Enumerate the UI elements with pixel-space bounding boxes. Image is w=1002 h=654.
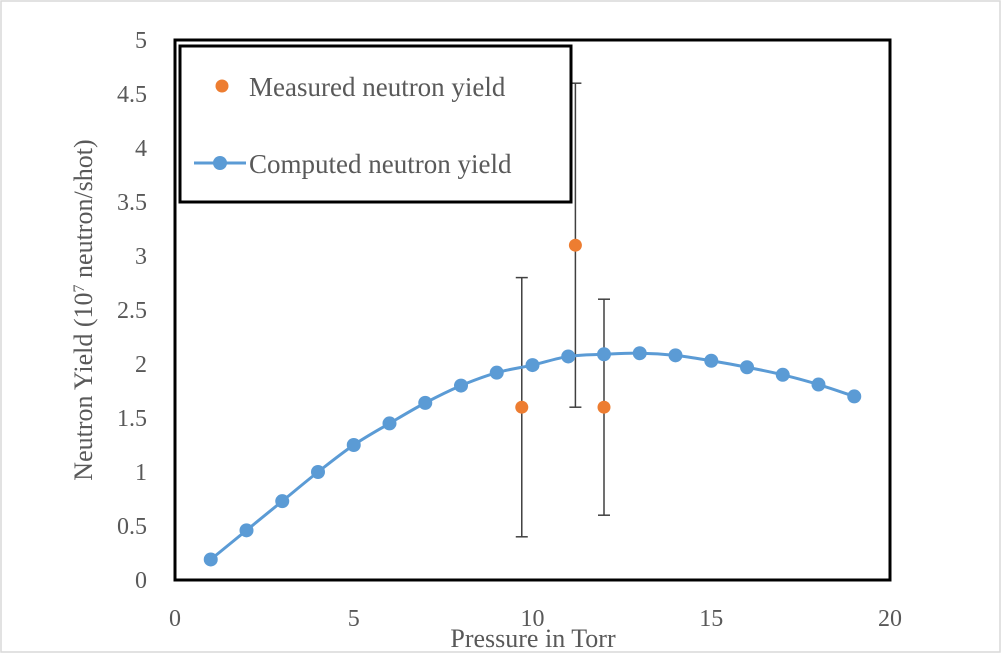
y-tick-label: 4 xyxy=(135,136,147,162)
y-axis-title: Neutron Yield (107 neutron/shot) xyxy=(69,139,98,480)
y-tick-label: 1.5 xyxy=(117,406,147,432)
computed-point xyxy=(740,360,754,375)
x-axis-ticks: 0 5 10 15 20 xyxy=(169,606,902,632)
y-tick-label: 2 xyxy=(135,352,147,378)
y-axis-title-rest: neutron/shot) xyxy=(69,139,98,284)
legend-marker-measured xyxy=(215,79,229,93)
legend-label-computed: Computed neutron yield xyxy=(249,149,512,179)
y-tick-label: 4.5 xyxy=(117,82,147,108)
legend-marker-computed xyxy=(213,156,227,170)
computed-point xyxy=(632,346,647,361)
computed-neutron-yield-points xyxy=(203,346,862,567)
computed-point xyxy=(454,378,468,393)
computed-point xyxy=(489,365,504,380)
y-tick-label: 3 xyxy=(135,244,147,270)
x-tick-label: 15 xyxy=(699,606,723,632)
computed-point xyxy=(346,438,361,452)
computed-point xyxy=(311,465,325,479)
computed-point xyxy=(203,552,218,567)
legend-label-measured: Measured neutron yield xyxy=(249,72,506,102)
measured-point xyxy=(597,400,611,414)
computed-point xyxy=(382,416,397,431)
measured-point xyxy=(568,238,582,252)
computed-point xyxy=(239,523,254,538)
y-axis-ticks: 0 0.5 1 1.5 2 2.5 3 3.5 4 4.5 5 xyxy=(117,28,147,594)
y-tick-label: 5 xyxy=(135,28,147,54)
computed-point xyxy=(668,348,683,363)
measured-point xyxy=(515,400,529,414)
computed-point xyxy=(418,395,433,410)
x-axis-title: Pressure in Torr xyxy=(450,624,616,653)
x-tick-label: 10 xyxy=(521,606,545,632)
y-tick-label: 1 xyxy=(135,460,147,486)
computed-point xyxy=(847,389,862,404)
y-tick-label: 2.5 xyxy=(117,298,147,324)
plot-area-frame xyxy=(173,38,892,582)
legend-box xyxy=(178,44,573,204)
y-axis-title-exponent: 7 xyxy=(71,284,88,292)
computed-point xyxy=(561,349,576,364)
measured-neutron-yield-points xyxy=(515,238,611,414)
legend: Measured neutron yield Computed neutron … xyxy=(178,44,573,204)
computed-point xyxy=(525,358,540,373)
x-tick-label: 0 xyxy=(169,606,181,632)
x-tick-label: 5 xyxy=(348,606,360,632)
computed-point xyxy=(704,353,719,368)
computed-point xyxy=(811,377,826,392)
y-tick-label: 0 xyxy=(135,568,147,594)
y-tick-label: 0.5 xyxy=(117,514,147,540)
computed-point xyxy=(775,367,790,382)
y-axis-title-main: Neutron Yield (10 xyxy=(69,292,98,480)
computed-point xyxy=(597,347,611,362)
computed-point xyxy=(275,494,290,509)
y-tick-label: 3.5 xyxy=(117,190,147,216)
x-tick-label: 20 xyxy=(878,606,902,632)
